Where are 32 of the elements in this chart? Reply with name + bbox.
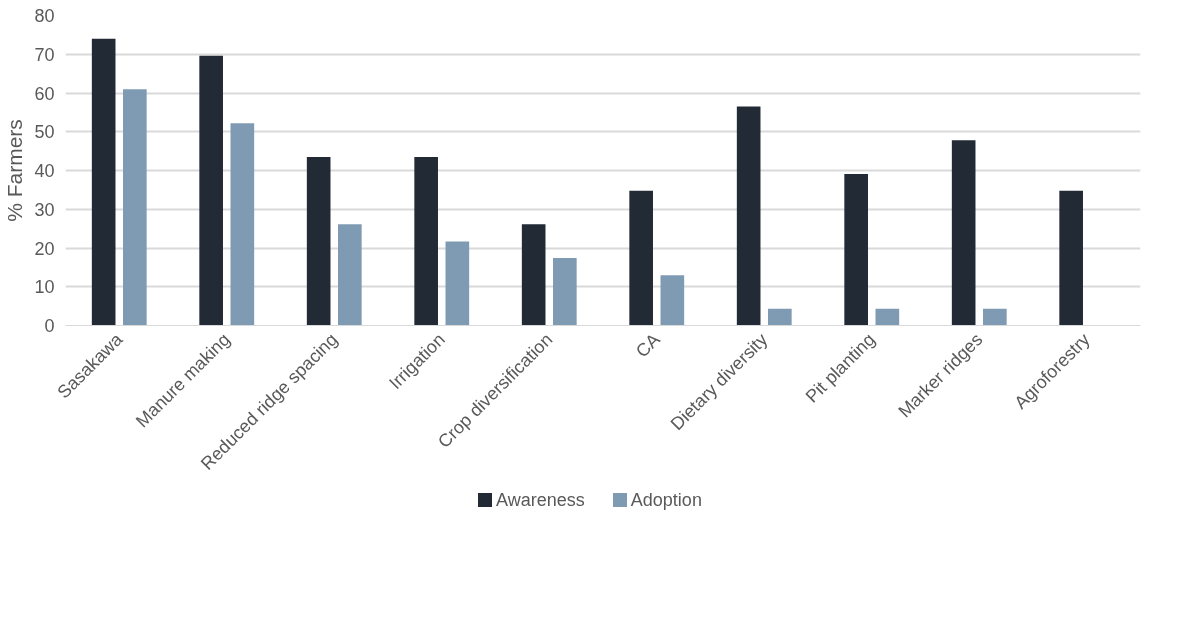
bar — [445, 241, 470, 326]
bar — [629, 190, 653, 326]
bar — [951, 140, 976, 326]
y-tick-label: 20 — [34, 238, 55, 259]
y-tick-label: 70 — [34, 44, 55, 65]
y-axis-title: % Farmers — [3, 119, 27, 222]
y-tick-label: 60 — [34, 83, 55, 104]
bar — [875, 308, 900, 326]
y-tick-label: 0 — [44, 316, 55, 336]
bar — [983, 308, 1007, 326]
bar — [414, 156, 438, 326]
x-tick-label: CA — [632, 329, 664, 362]
bar — [230, 123, 255, 326]
bar — [91, 38, 116, 326]
legend-label: Adoption — [629, 490, 702, 510]
y-tick-label: 10 — [34, 277, 55, 298]
y-tick-label: 50 — [34, 122, 55, 143]
legend-label: Awareness — [495, 490, 585, 510]
bar — [306, 156, 331, 326]
bar — [1059, 190, 1083, 326]
y-tick-label: 80 — [34, 6, 55, 26]
bar — [844, 173, 868, 326]
bar — [553, 258, 577, 326]
y-tick-label: 30 — [34, 199, 55, 220]
y-tick-label: 40 — [34, 161, 55, 181]
bar — [736, 106, 761, 326]
bar — [660, 275, 685, 326]
bar — [199, 55, 223, 326]
bar — [768, 308, 792, 326]
bar — [521, 224, 546, 326]
bar — [338, 224, 362, 326]
bar — [123, 89, 147, 326]
